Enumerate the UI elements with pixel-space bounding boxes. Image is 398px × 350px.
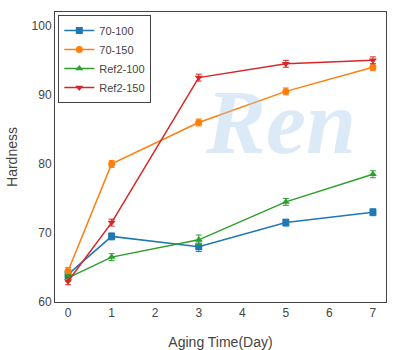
svg-text:70: 70 xyxy=(38,226,52,240)
svg-text:5: 5 xyxy=(282,306,289,320)
svg-text:90: 90 xyxy=(38,88,52,102)
svg-text:4: 4 xyxy=(239,306,246,320)
svg-text:Hardness: Hardness xyxy=(4,127,20,187)
svg-text:1: 1 xyxy=(108,306,115,320)
svg-text:2: 2 xyxy=(152,306,159,320)
svg-text:Ren: Ren xyxy=(205,73,356,172)
svg-text:70-100: 70-100 xyxy=(99,25,133,37)
svg-text:80: 80 xyxy=(38,157,52,171)
svg-text:6: 6 xyxy=(326,306,333,320)
svg-text:100: 100 xyxy=(32,19,52,33)
svg-text:3: 3 xyxy=(195,306,202,320)
svg-text:Ref2-100: Ref2-100 xyxy=(99,63,144,75)
svg-text:Ref2-150: Ref2-150 xyxy=(99,82,144,94)
svg-text:7: 7 xyxy=(370,306,377,320)
svg-text:0: 0 xyxy=(65,306,72,320)
svg-text:Aging Time(Day): Aging Time(Day) xyxy=(168,334,272,350)
svg-text:70-150: 70-150 xyxy=(99,44,133,56)
svg-text:60: 60 xyxy=(38,295,52,309)
